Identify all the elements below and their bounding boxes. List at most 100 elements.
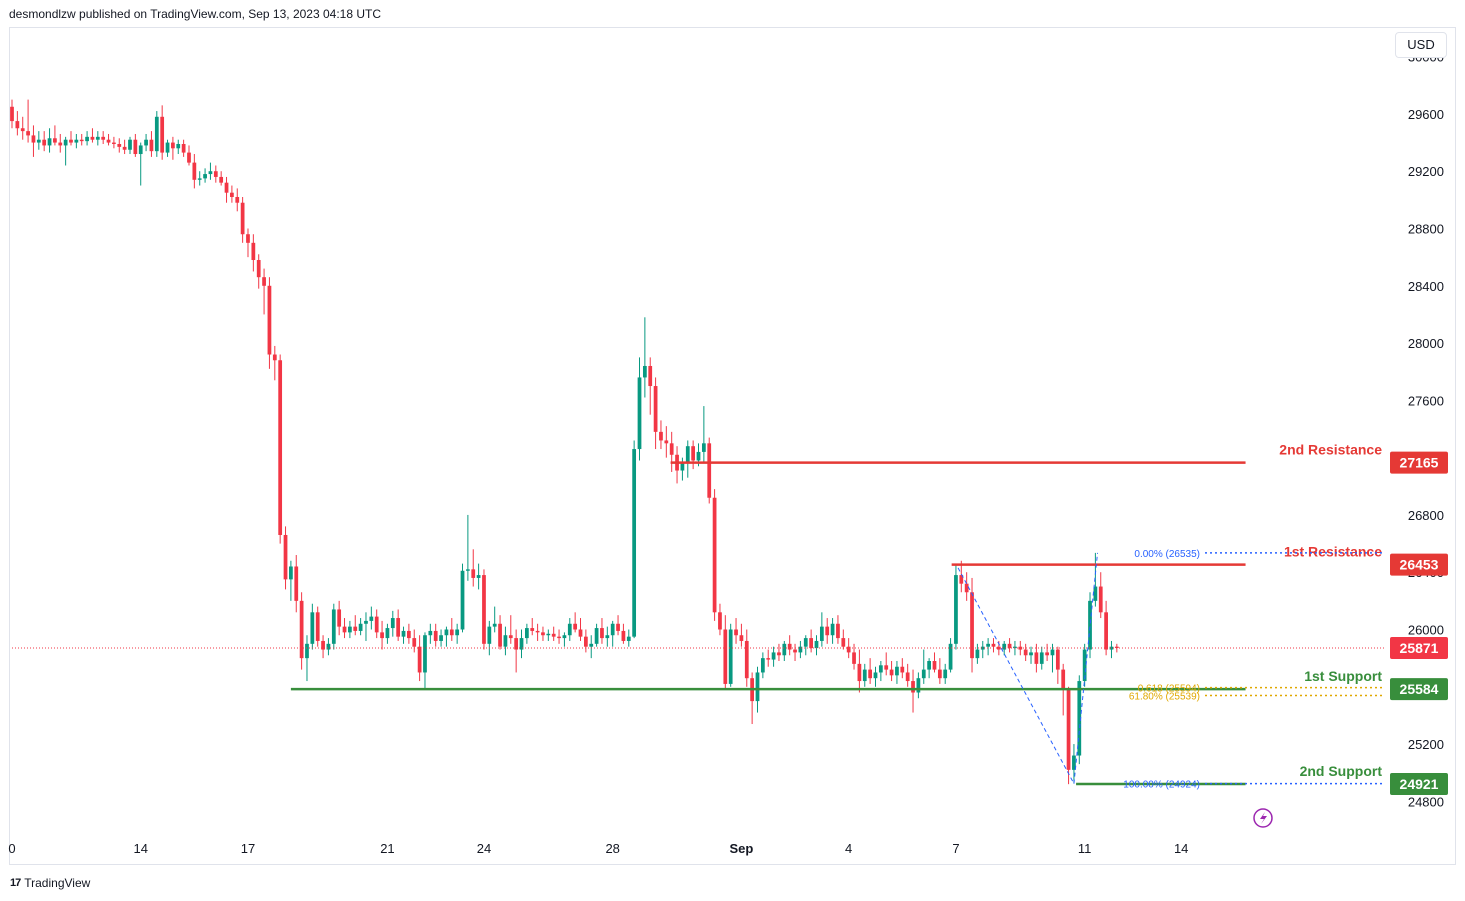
- candle-body: [10, 106, 14, 122]
- price-badges: 27165 26453 25584 24921 25871: [1390, 451, 1448, 796]
- candle-body: [932, 661, 937, 670]
- x-tick-label: Sep: [729, 841, 753, 856]
- candle-body: [514, 638, 519, 650]
- candle-body: [680, 463, 685, 471]
- candle-body: [605, 635, 610, 639]
- candle-body: [744, 640, 749, 679]
- candle-body: [171, 142, 175, 149]
- candle-body: [138, 145, 143, 155]
- candle-body: [149, 139, 154, 152]
- candle-body: [466, 569, 470, 571]
- candle-body: [95, 136, 100, 140]
- candle-body: [305, 643, 309, 659]
- fib-label: 61.80% (25539): [1129, 692, 1200, 703]
- candle-body: [133, 139, 138, 155]
- candle-body: [219, 176, 224, 183]
- candle-body: [664, 440, 669, 444]
- candle-body: [519, 638, 524, 650]
- candle-body: [380, 632, 384, 639]
- candle-body: [455, 629, 460, 636]
- candle-body: [900, 666, 905, 673]
- candle-body: [423, 635, 427, 673]
- candle-body: [557, 636, 561, 639]
- candle-body: [262, 277, 266, 286]
- candle-body: [428, 630, 433, 636]
- y-tick-label: 27600: [1408, 393, 1444, 408]
- fib-label: 0.00% (26535): [1134, 549, 1200, 560]
- candle-body: [691, 446, 696, 461]
- candle-body: [943, 669, 948, 679]
- candle-body: [637, 377, 642, 450]
- candle-body: [921, 669, 926, 679]
- candle-body: [868, 669, 873, 679]
- candle-body: [289, 566, 293, 580]
- candle-body: [396, 618, 401, 637]
- candle-body: [283, 534, 288, 580]
- candle-body: [583, 636, 588, 647]
- candle-body: [895, 666, 899, 676]
- candle-body: [482, 575, 486, 644]
- level-price-badge: 24921: [1400, 776, 1439, 792]
- candle-body: [970, 592, 974, 659]
- candle-body: [15, 121, 20, 129]
- candle-body: [1061, 669, 1066, 690]
- currency-button[interactable]: USD: [1395, 32, 1447, 58]
- candle-body: [1034, 652, 1039, 664]
- candle-body: [508, 635, 513, 639]
- candle-body: [192, 162, 197, 180]
- candle-body: [203, 174, 207, 179]
- candle-body: [53, 138, 57, 143]
- candle-body: [165, 142, 170, 153]
- candle-body: [449, 629, 454, 636]
- lightning-icon[interactable]: [1253, 808, 1273, 828]
- candle-body: [1093, 586, 1098, 601]
- candle-body: [1077, 681, 1082, 756]
- candle-body: [197, 178, 202, 180]
- candle-body: [1039, 652, 1044, 664]
- y-tick-label: 24800: [1408, 794, 1444, 809]
- candle-body: [1082, 649, 1087, 682]
- candle-body: [642, 365, 647, 378]
- candle-body: [337, 609, 342, 627]
- footer-brand[interactable]: 17 TradingView: [10, 876, 90, 890]
- candle-body: [986, 643, 990, 647]
- x-tick-label: 17: [241, 841, 255, 856]
- candle-body: [369, 616, 374, 621]
- candle-body: [648, 365, 653, 387]
- candle-body: [873, 672, 878, 679]
- candle-body: [181, 144, 186, 153]
- candle-body: [739, 635, 744, 641]
- candle-body: [996, 646, 1001, 650]
- candle-body: [927, 661, 931, 670]
- candle-body: [1002, 643, 1007, 650]
- level-name: 1st Resistance: [1284, 544, 1382, 560]
- candle-body: [707, 443, 712, 498]
- candle-body: [1088, 600, 1092, 650]
- candle-body: [31, 135, 36, 143]
- level-price-badge-bg: [1390, 451, 1448, 474]
- candle-body: [230, 192, 234, 197]
- x-tick-label: 24: [477, 841, 491, 856]
- level-price-badge: 27165: [1400, 455, 1439, 471]
- candle-body: [782, 643, 787, 656]
- candle-body: [975, 649, 980, 659]
- fib-swing-line: [1073, 552, 1099, 784]
- candle-body: [353, 626, 358, 631]
- candle-body: [26, 131, 30, 136]
- candle-body: [503, 635, 508, 647]
- candle-body: [187, 152, 191, 163]
- candle-body: [798, 646, 803, 653]
- candle-body: [621, 630, 626, 641]
- candle-body: [272, 354, 277, 361]
- candle-body: [20, 128, 25, 132]
- level-price-badge: 26453: [1400, 557, 1439, 573]
- candle-body: [541, 632, 545, 636]
- x-tick-label: 4: [845, 841, 852, 856]
- candle-body: [294, 566, 299, 601]
- candle-body: [632, 449, 637, 637]
- candle-body: [58, 142, 63, 146]
- candle-body: [551, 633, 556, 637]
- candle-body: [471, 569, 476, 578]
- candle-body: [937, 669, 942, 679]
